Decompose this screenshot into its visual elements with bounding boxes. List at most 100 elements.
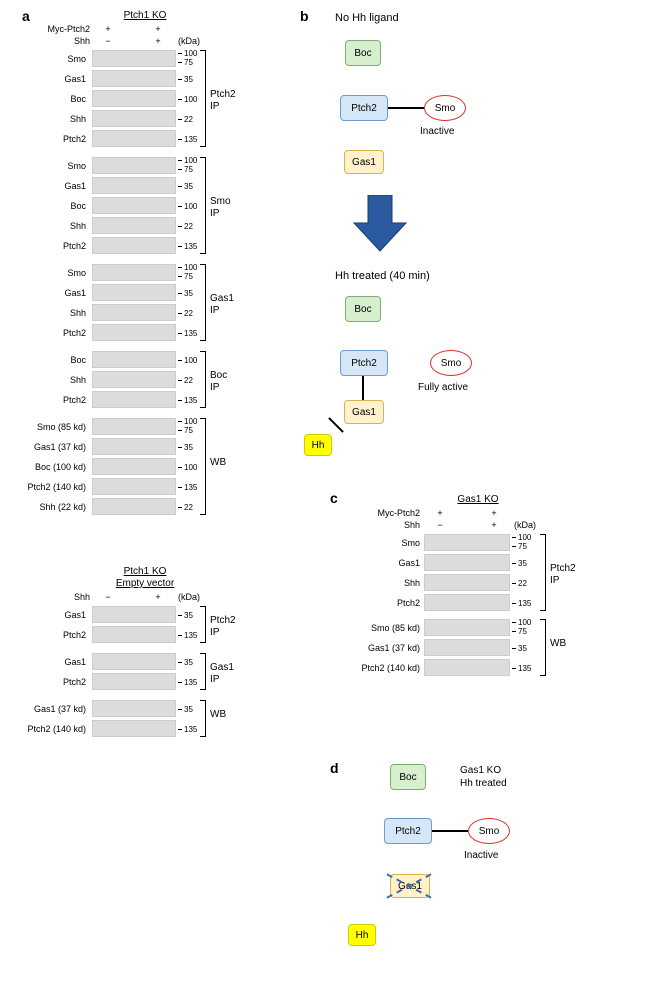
row-label: Gas1 (37 kd) (4, 442, 86, 452)
mw-tick (178, 62, 182, 63)
b-smo-1: Smo (424, 95, 466, 121)
blot (92, 606, 176, 623)
c-l2a: + (484, 508, 504, 518)
b-ptch2-1: Ptch2 (340, 95, 388, 121)
bracket (200, 157, 206, 254)
mw-label: 22 (184, 115, 193, 124)
row-label: Gas1 (4, 288, 86, 298)
blot (92, 197, 176, 214)
mw-tick (178, 169, 182, 170)
blot (424, 639, 510, 656)
c-l1b: − (430, 520, 450, 530)
mw-label: 100 (184, 95, 197, 104)
mw-tick (178, 53, 182, 54)
lane-1a: + (98, 24, 118, 34)
bracket-label: WB (210, 709, 226, 721)
mw-label: 100 (184, 417, 197, 426)
mw-label: 135 (184, 242, 197, 251)
mw-label: 22 (184, 309, 193, 318)
blot (92, 673, 176, 690)
blot (92, 217, 176, 234)
blot (424, 659, 510, 676)
hdr-shh: Shh (30, 36, 90, 46)
bracket (200, 418, 206, 515)
mw-tick (178, 635, 182, 636)
bracket-label: Gas1 IP (210, 662, 234, 686)
mw-label: 100 (518, 618, 531, 627)
mw-label: 135 (184, 329, 197, 338)
mw-label: 22 (184, 222, 193, 231)
blot (92, 50, 176, 67)
mw-label: 75 (518, 542, 527, 551)
blot (92, 700, 176, 717)
b-boc-2: Boc (345, 296, 381, 322)
row-label: Gas1 (37 kd) (334, 643, 420, 653)
row-label: Shh (4, 308, 86, 318)
blot (424, 574, 510, 591)
row-label: Ptch2 (334, 598, 420, 608)
bracket-label: Ptch2 IP (210, 89, 236, 113)
mw-tick (178, 160, 182, 161)
mw-tick (178, 99, 182, 100)
blot (92, 653, 176, 670)
lower-hdr-shh: Shh (30, 592, 90, 602)
row-label: Shh (4, 114, 86, 124)
b-line-ptch2-gas1 (362, 376, 364, 400)
lane-2a: + (148, 24, 168, 34)
mw-label: 75 (184, 426, 193, 435)
b-active: Fully active (418, 382, 468, 393)
row-label: Ptch2 (4, 241, 86, 251)
blot (92, 371, 176, 388)
blot (92, 720, 176, 737)
bracket-label: Gas1 IP (210, 293, 234, 317)
row-label: Boc (4, 94, 86, 104)
mw-label: 35 (518, 644, 527, 653)
mw-label: 100 (184, 356, 197, 365)
mw-label: 135 (518, 599, 531, 608)
d-smo: Smo (468, 818, 510, 844)
blot (92, 157, 176, 174)
mw-tick (178, 729, 182, 730)
mw-tick (178, 313, 182, 314)
mw-label: 135 (184, 483, 197, 492)
c-l1a: + (430, 508, 450, 518)
row-label: Gas1 (37 kd) (4, 704, 86, 714)
mw-label: 35 (184, 443, 193, 452)
blot (424, 554, 510, 571)
lane-1b: − (98, 36, 118, 46)
row-label: Ptch2 (4, 630, 86, 640)
d-boc: Boc (390, 764, 426, 790)
mw-tick (512, 648, 516, 649)
row-label: Gas1 (334, 558, 420, 568)
blot (92, 418, 176, 435)
mw-tick (178, 709, 182, 710)
mw-tick (178, 139, 182, 140)
mw-tick (178, 79, 182, 80)
mw-tick (178, 487, 182, 488)
blot (92, 237, 176, 254)
mw-tick (512, 622, 516, 623)
bracket (200, 50, 206, 147)
mw-tick (178, 400, 182, 401)
b-hh: Hh (304, 434, 332, 456)
row-label: Boc (100 kd) (4, 462, 86, 472)
bracket-label: Ptch2 IP (210, 615, 236, 639)
panel-c-title: Gas1 KO (448, 494, 508, 505)
blot (424, 619, 510, 636)
row-label: Ptch2 (140 kd) (334, 663, 420, 673)
row-label: Smo (85 kd) (334, 623, 420, 633)
d-ptch2: Ptch2 (384, 818, 432, 844)
blot (92, 130, 176, 147)
blot (92, 110, 176, 127)
row-label: Ptch2 (4, 328, 86, 338)
row-label: Shh (4, 375, 86, 385)
bracket (540, 534, 546, 611)
mw-tick (178, 682, 182, 683)
mw-label: 135 (184, 135, 197, 144)
b-gas1-1: Gas1 (344, 150, 384, 174)
mw-label: 75 (184, 58, 193, 67)
bracket (200, 606, 206, 643)
blot (92, 70, 176, 87)
b-arrow-down (350, 195, 410, 255)
d-line-ptch2-smo (432, 830, 468, 832)
